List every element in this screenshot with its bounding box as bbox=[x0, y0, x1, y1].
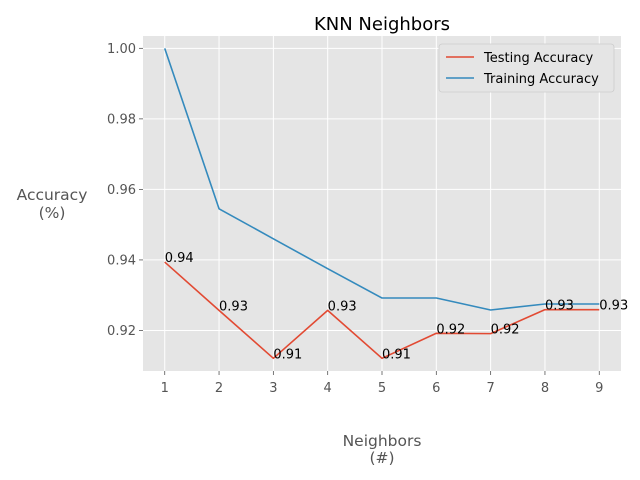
y-axis-label-unit: (%) bbox=[39, 204, 66, 222]
data-label: 0.91 bbox=[382, 347, 411, 362]
x-tick-label: 7 bbox=[486, 381, 494, 396]
y-axis-label: Accuracy bbox=[17, 186, 88, 204]
y-tick-label: 0.92 bbox=[107, 324, 136, 339]
data-label: 0.94 bbox=[165, 251, 194, 266]
data-label: 0.93 bbox=[599, 299, 628, 314]
x-tick-label: 8 bbox=[541, 381, 549, 396]
chart-title: KNN Neighbors bbox=[314, 14, 450, 35]
data-label: 0.93 bbox=[545, 299, 574, 314]
data-label: 0.93 bbox=[328, 299, 357, 314]
y-tick-label: 1.00 bbox=[107, 42, 136, 57]
series-lines bbox=[163, 48, 600, 360]
x-axis-label: Neighbors bbox=[343, 432, 422, 450]
data-label: 0.92 bbox=[491, 323, 520, 338]
x-tick-label: 2 bbox=[215, 381, 223, 396]
legend: Testing Accuracy Training Accuracy bbox=[438, 43, 615, 93]
data-label: 0.93 bbox=[219, 299, 248, 314]
series-line-testing bbox=[164, 261, 600, 360]
y-tick-label: 0.96 bbox=[107, 183, 136, 198]
x-tick-label: 5 bbox=[378, 381, 386, 396]
y-tick-label: 0.94 bbox=[107, 253, 136, 268]
x-tick-label: 4 bbox=[324, 381, 332, 396]
data-label: 0.91 bbox=[273, 347, 302, 362]
x-axis-label-unit: (#) bbox=[369, 449, 394, 467]
x-tick-label: 1 bbox=[161, 381, 169, 396]
data-labels: 0.94 0.93 0.91 0.93 0.91 0.92 0.92 0.93 0.93 bbox=[165, 251, 628, 362]
legend-label-testing: Testing Accuracy bbox=[483, 51, 593, 66]
x-tick-label: 6 bbox=[432, 381, 440, 396]
legend-box bbox=[438, 43, 615, 93]
axis-ticks: 1 2 3 4 5 6 7 8 9 0.92 0.94 0.96 0.98 1.00 bbox=[107, 42, 603, 396]
series-line-training bbox=[163, 48, 600, 311]
x-tick-label: 3 bbox=[269, 381, 277, 396]
legend-label-training: Training Accuracy bbox=[483, 72, 599, 87]
data-label: 0.92 bbox=[436, 322, 465, 337]
y-tick-label: 0.98 bbox=[107, 112, 136, 127]
x-tick-label: 9 bbox=[595, 381, 603, 396]
